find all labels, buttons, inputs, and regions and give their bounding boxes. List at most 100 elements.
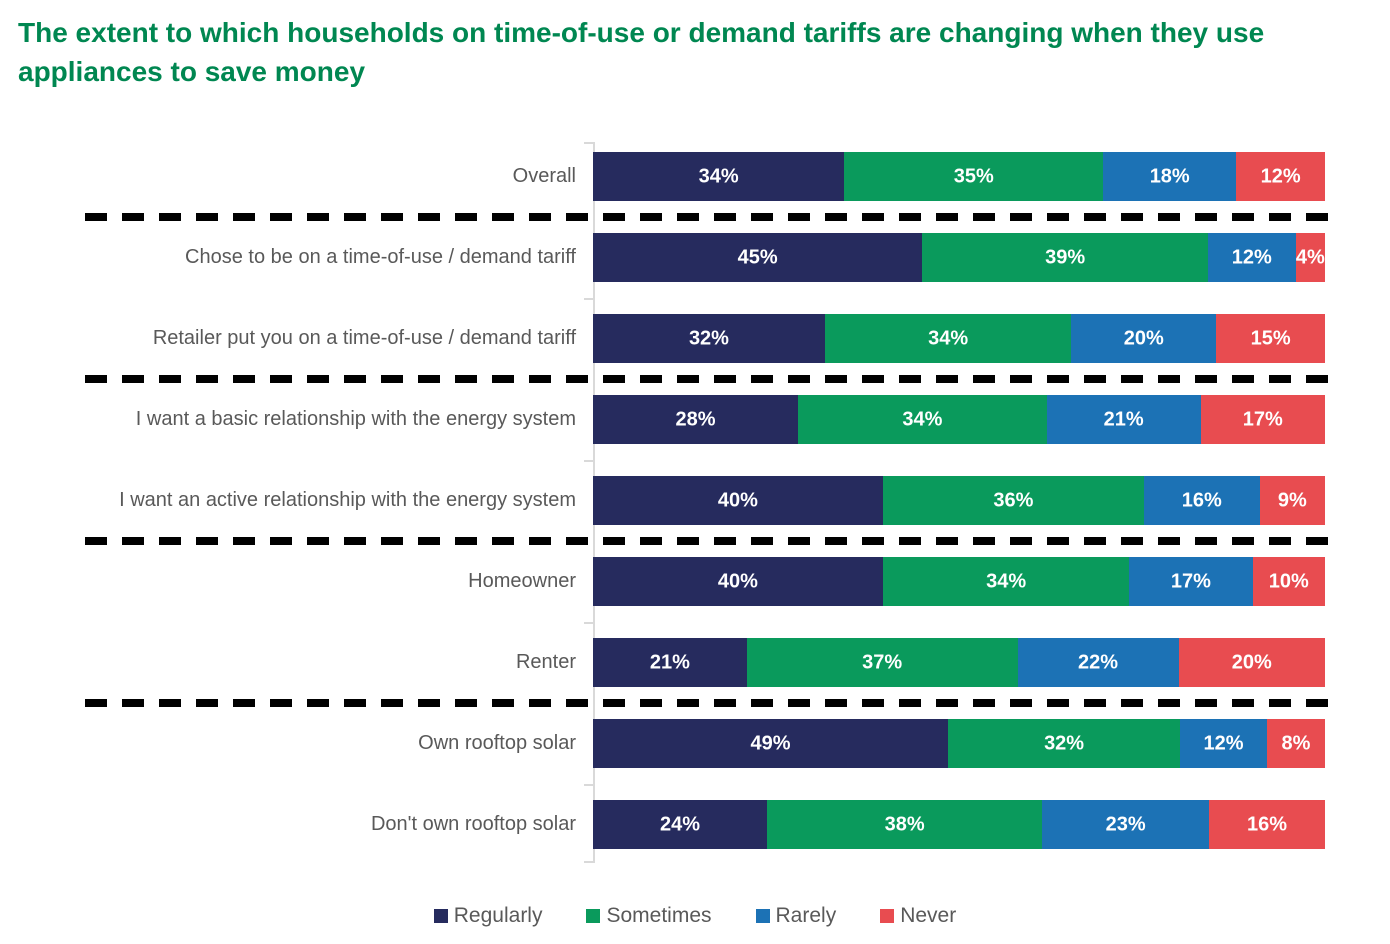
bar-segment-never: 10% (1252, 557, 1325, 606)
bar-segment-never: 15% (1216, 314, 1325, 363)
bar-segment-sometimes: 35% (844, 152, 1104, 201)
category-label: Don't own rooftop solar (370, 813, 576, 835)
bar-segment-rarely: 12% (1180, 719, 1267, 768)
stacked-bar: 40% 34% 17% 10% (593, 557, 1325, 606)
bar-row: Renter 21% 37% 22% 20% (0, 622, 1390, 703)
value-label: 34% (986, 570, 1027, 592)
category-label: Own rooftop solar (418, 732, 576, 754)
legend-swatch-icon (880, 909, 895, 923)
legend-label: Regularly (453, 904, 543, 927)
bar-segment-rarely: 17% (1129, 557, 1253, 606)
stacked-bar: 21% 37% 22% 20% (593, 638, 1325, 687)
bar-segment-rarely: 12% (1207, 233, 1296, 282)
value-label: 28% (675, 408, 716, 430)
bar-segment-regularly: 28% (593, 395, 798, 444)
group-separator-line (85, 375, 1330, 383)
category-label: Chose to be on a time-of-use / demand ta… (185, 246, 576, 268)
bar-segment-rarely: 20% (1071, 314, 1217, 363)
group-separator-line (85, 699, 1330, 707)
axis-tick (584, 861, 593, 863)
axis-tick (584, 622, 593, 624)
bar-segment-regularly: 21% (593, 638, 747, 687)
legend-item: Regularly (433, 904, 543, 928)
value-label: 45% (737, 246, 778, 268)
bar-segment-never: 4% (1295, 233, 1325, 282)
category-label: I want an active relationship with the e… (119, 489, 576, 511)
value-label: 24% (659, 813, 700, 835)
value-label: 34% (698, 165, 739, 187)
bar-segment-rarely: 18% (1103, 152, 1237, 201)
chart-title: The extent to which households on time-o… (18, 17, 1265, 87)
bar-segment-regularly: 40% (593, 476, 883, 525)
bar-segment-sometimes: 39% (922, 233, 1208, 282)
value-label: 8% (1281, 732, 1311, 754)
bar-segment-rarely: 23% (1042, 800, 1210, 849)
legend-label: Sometimes (606, 904, 712, 927)
stacked-bar: 45% 39% 12% 4% (593, 233, 1325, 282)
axis-tick (584, 298, 593, 300)
legend-swatch-icon (586, 909, 601, 923)
value-label: 12% (1260, 165, 1301, 187)
category-label: I want a basic relationship with the ene… (135, 408, 576, 430)
value-label: 34% (902, 408, 943, 430)
legend-item: Rarely (755, 904, 837, 928)
value-label: 15% (1250, 327, 1291, 349)
value-label: 40% (717, 489, 758, 511)
stacked-bar: 24% 38% 23% 16% (593, 800, 1325, 849)
category-label: Retailer put you on a time-of-use / dema… (152, 327, 576, 349)
bar-row: Don't own rooftop solar 24% 38% 23% 16% (0, 784, 1390, 865)
bar-segment-regularly: 34% (593, 152, 845, 201)
axis-tick (584, 784, 593, 786)
bar-segment-sometimes: 38% (766, 800, 1043, 849)
value-label: 20% (1123, 327, 1164, 349)
group-separator-line (85, 537, 1330, 545)
category-label: Homeowner (468, 570, 576, 592)
bar-segment-never: 9% (1259, 476, 1325, 525)
bar-segment-regularly: 49% (593, 719, 949, 768)
value-label: 22% (1078, 651, 1119, 673)
value-label: 17% (1170, 570, 1211, 592)
bar-segment-never: 17% (1200, 395, 1325, 444)
bar-segment-rarely: 21% (1046, 395, 1201, 444)
legend-swatch-icon (755, 909, 770, 923)
legend-item: Sometimes (586, 904, 712, 928)
value-label: 16% (1181, 489, 1222, 511)
value-label: 35% (953, 165, 994, 187)
legend-label: Rarely (775, 904, 837, 927)
bar-row: Own rooftop solar 49% 32% 12% 8% (0, 703, 1390, 784)
category-label: Renter (515, 651, 576, 673)
bar-segment-regularly: 40% (593, 557, 883, 606)
value-label: 18% (1149, 165, 1190, 187)
bar-segment-regularly: 32% (593, 314, 825, 363)
plot-area: Overall 34% 35% 18% 12% Chose to be on a time… (0, 136, 1390, 865)
value-label: 32% (688, 327, 729, 349)
group-separator-line (85, 213, 1330, 221)
value-label: 36% (993, 489, 1034, 511)
value-label: 34% (928, 327, 969, 349)
value-label: 12% (1203, 732, 1244, 754)
bar-row: Retailer put you on a time-of-use / dema… (0, 298, 1390, 379)
axis-tick (584, 460, 593, 462)
value-label: 4% (1295, 246, 1325, 268)
stacked-bar: 34% 35% 18% 12% (593, 152, 1325, 201)
bar-row: I want a basic relationship with the ene… (0, 379, 1390, 460)
value-label: 39% (1045, 246, 1086, 268)
bar-row: Homeowner 40% 34% 17% 10% (0, 541, 1390, 622)
legend-item: Never (880, 904, 956, 928)
value-label: 49% (750, 732, 791, 754)
value-label: 9% (1277, 489, 1307, 511)
legend-swatch-icon (433, 909, 448, 923)
value-label: 32% (1044, 732, 1085, 754)
value-label: 10% (1268, 570, 1309, 592)
bar-segment-regularly: 45% (593, 233, 923, 282)
value-label: 21% (1103, 408, 1144, 430)
bar-segment-sometimes: 36% (882, 476, 1144, 525)
bar-segment-never: 20% (1178, 638, 1325, 687)
bar-segment-never: 8% (1267, 719, 1325, 768)
bar-segment-sometimes: 34% (797, 395, 1047, 444)
bar-row: Overall 34% 35% 18% 12% (0, 136, 1390, 217)
stacked-bar: 28% 34% 21% 17% (593, 395, 1325, 444)
bar-segment-sometimes: 34% (882, 557, 1130, 606)
bar-segment-rarely: 16% (1143, 476, 1260, 525)
